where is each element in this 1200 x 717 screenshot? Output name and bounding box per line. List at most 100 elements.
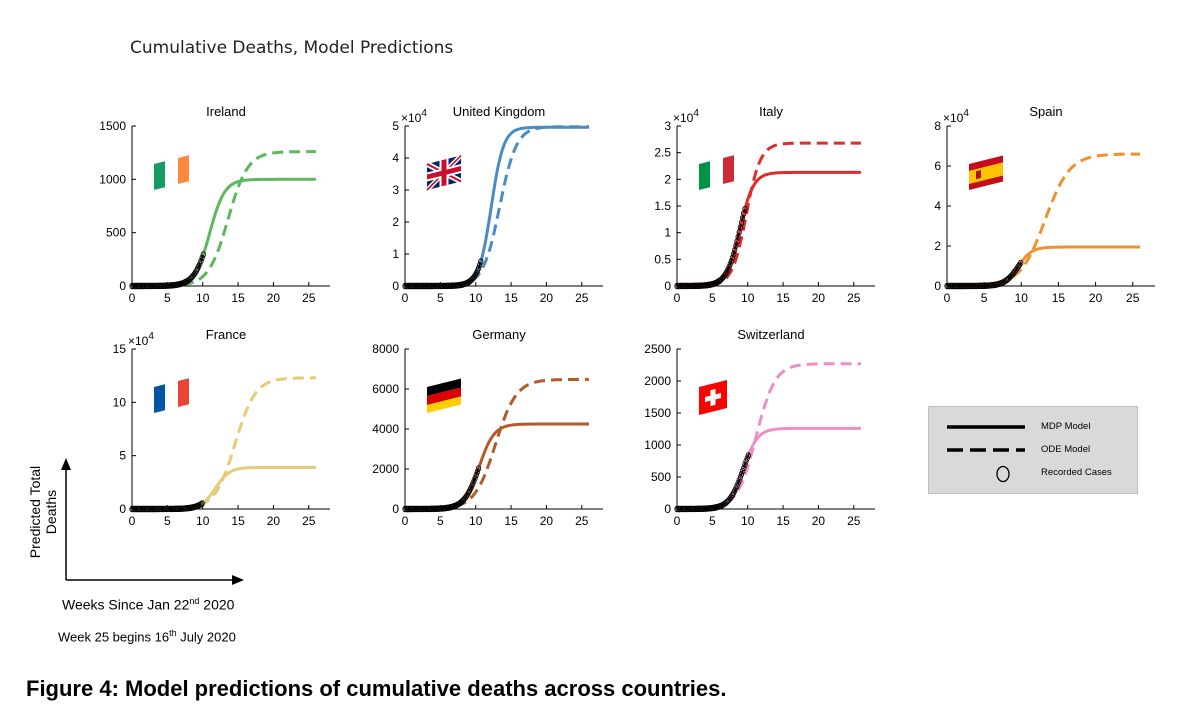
x-tick-label: 10	[1015, 291, 1029, 305]
y-tick-label: 3	[664, 119, 671, 133]
y-tick-label: 500	[651, 470, 671, 484]
y-tick-label: 2	[664, 172, 671, 186]
y-tick-label: 1000	[99, 172, 126, 186]
panel-title: Switzerland	[737, 327, 804, 342]
y-tick-label: 0	[934, 279, 941, 293]
x-tick-label: 5	[164, 291, 171, 305]
y-tick-label: 0.5	[654, 252, 671, 266]
ode-model-line	[677, 141, 861, 288]
x-tick-label: 15	[1052, 291, 1066, 305]
flag-stripe	[154, 384, 165, 413]
y-tick-label: 1000	[644, 438, 671, 452]
y-tick-label: 2	[934, 239, 941, 253]
legend-mdp: MDP Model	[947, 421, 1091, 432]
recorded-case-marker	[473, 471, 479, 479]
italy-flag-icon	[699, 155, 734, 190]
y-exponent-label: ×104	[128, 331, 154, 348]
page-title: Cumulative Deaths, Model Predictions	[130, 38, 454, 58]
recorded-case-marker	[477, 261, 483, 269]
flag-stripe	[154, 161, 165, 190]
x-tick-label: 0	[402, 514, 409, 528]
recorded-case-marker	[472, 474, 478, 482]
recorded-case-marker	[727, 261, 733, 268]
y-tick-label: 4	[392, 151, 399, 165]
recorded-case-marker	[741, 464, 747, 472]
mdp-model-line	[405, 422, 589, 511]
x-tick-label: 15	[504, 514, 518, 528]
recorded-baseline-line	[947, 261, 1022, 287]
y-tick-label: 15	[113, 342, 127, 356]
panel-switzerland: Switzerland 0 5 10 15 20 25 0 500 1000 1500 2000 250…	[644, 327, 875, 528]
recorded-baseline-line	[132, 502, 204, 510]
flag-emblem	[976, 170, 981, 180]
x-tick-label: 15	[776, 291, 790, 305]
x-tick-label: 20	[1089, 291, 1103, 305]
x-tick-label: 0	[402, 291, 409, 305]
flag-cross	[427, 166, 461, 180]
flag-stripe	[427, 396, 461, 413]
ode-model-line	[677, 362, 861, 511]
x-tick-label: 5	[437, 514, 444, 528]
x-tick-label: 15	[776, 514, 790, 528]
x-tick-label: 20	[812, 514, 826, 528]
flag-stripe	[723, 155, 734, 185]
panel-title: Spain	[1029, 104, 1062, 119]
flag-stripe	[699, 161, 710, 190]
panel-italy: Italy 0 5 10 15 20 25 0 0.5 1 1.5 2 2.5 3×104	[654, 104, 875, 305]
panel-title: Italy	[759, 104, 783, 119]
x-tick-label: 20	[267, 514, 281, 528]
germany-flag-icon	[427, 378, 461, 413]
x-tick-label: 0	[674, 514, 681, 528]
x-tick-label: 5	[164, 514, 171, 528]
mdp-model-line	[677, 170, 861, 288]
recorded-case-marker	[475, 465, 482, 472]
y-tick-label: 6000	[372, 382, 399, 396]
y-tick-label: 0	[392, 502, 399, 516]
y-tick-label: 10	[113, 395, 127, 409]
y-tick-label: 8	[934, 119, 941, 133]
switzerland-flag-icon	[699, 380, 727, 415]
x-tick-label: 10	[469, 291, 483, 305]
x-tick-label: 10	[196, 291, 210, 305]
recorded-case-marker	[737, 474, 743, 481]
x-tick-label: 10	[196, 514, 210, 528]
spain-flag-icon	[969, 155, 1003, 190]
panel-title: France	[206, 327, 246, 342]
figure-caption: Figure 4: Model predictions of cumulativ…	[26, 676, 727, 701]
x-tick-label: 25	[302, 514, 316, 528]
recorded-baseline-line	[677, 208, 746, 287]
x-tick-label: 5	[437, 291, 444, 305]
recorded-baseline-line	[677, 453, 750, 510]
x-tick-label: 20	[540, 514, 554, 528]
x-tick-label: 25	[847, 514, 861, 528]
recorded-case-marker	[199, 254, 205, 262]
flag-stripe	[427, 387, 461, 405]
flag-cross	[705, 393, 721, 403]
panel-germany: Germany 0 5 10 15 20 25 0 2000 4000 6000 8000	[372, 327, 603, 528]
recorded-baseline-line	[132, 251, 205, 287]
x-tick-label: 0	[944, 291, 951, 305]
x-tick-label: 5	[981, 291, 988, 305]
legend-ode: ODE Model	[947, 444, 1091, 455]
x-tick-label: 25	[1126, 291, 1140, 305]
y-tick-label: 0	[664, 279, 671, 293]
flag-stripe	[178, 155, 189, 185]
panel-spain: Spain 0 5 10 15 20 25 0 2 4 6 8×104	[934, 104, 1155, 305]
x-tick-label: 0	[129, 291, 136, 305]
ireland-flag-icon	[154, 155, 189, 190]
mdp-model-line	[677, 426, 861, 511]
recorded-case-marker	[728, 258, 734, 265]
y-tick-label: 1	[392, 247, 399, 261]
y-tick-label: 1500	[99, 119, 126, 133]
flag-stripe	[969, 175, 1003, 190]
recorded-case-marker	[474, 468, 481, 475]
recorded-case-marker	[729, 254, 736, 262]
y-tick-label: 2500	[644, 342, 671, 356]
mdp-model-line	[405, 125, 589, 288]
y-tick-label: 1500	[644, 406, 671, 420]
ode-model-line	[405, 125, 589, 288]
panel-title: United Kingdom	[453, 104, 546, 119]
recorded-case-marker	[1018, 259, 1024, 267]
